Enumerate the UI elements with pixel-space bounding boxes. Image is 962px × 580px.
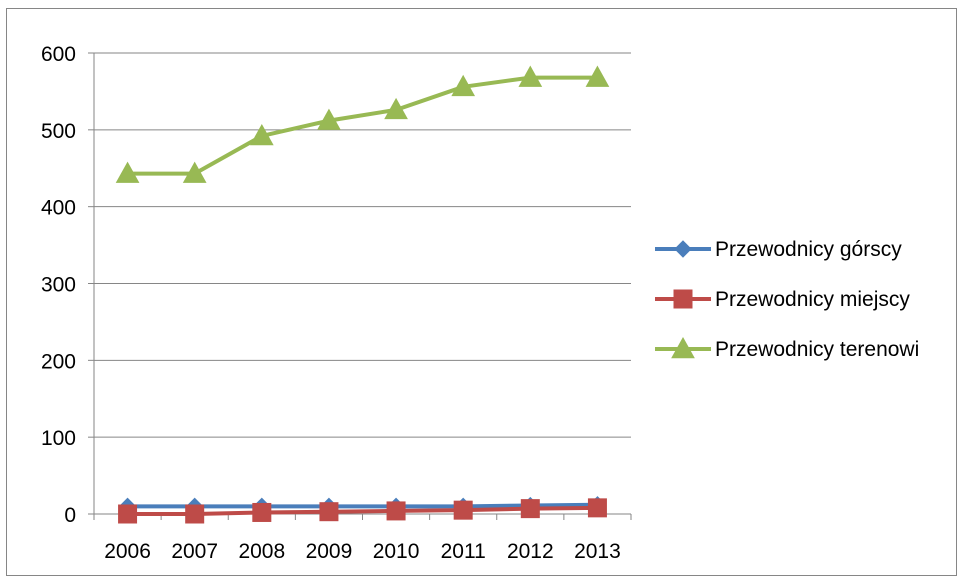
- series-2: [118, 498, 607, 524]
- y-axis: 0 100 200 300 400 500 600: [41, 43, 95, 527]
- series-line: [127, 505, 598, 516]
- x-tick-label: 2012: [507, 540, 554, 563]
- legend-marker: [671, 336, 695, 359]
- x-tick-label: 2008: [238, 540, 285, 563]
- legend: Przewodnicy górscy Przewodnicy miejscy Prz…: [655, 238, 919, 361]
- series-line: [127, 75, 598, 176]
- data-point: [115, 161, 140, 183]
- x-tick-label: 2010: [373, 540, 420, 563]
- gridlines: [94, 52, 631, 515]
- line-chart: 0 100 200 300 400 500 600 2006 2007 2008 2009 2010…: [41, 43, 919, 563]
- legend-entry: Przewodnicy górscy: [655, 238, 902, 261]
- data-point: [319, 502, 339, 522]
- legend-label: Przewodnicy miejscy: [715, 288, 910, 311]
- y-tick-label: 400: [41, 197, 76, 220]
- data-point: [451, 74, 476, 97]
- legend-entry: Przewodnicy terenowi: [655, 336, 919, 361]
- series-line: [127, 502, 598, 509]
- data-point: [249, 123, 274, 146]
- data-point: [252, 502, 272, 522]
- data-point: [520, 499, 540, 519]
- data-point: [317, 108, 341, 130]
- legend-marker: [674, 240, 692, 258]
- x-tick-label: 2006: [104, 540, 151, 563]
- legend-entry: Przewodnicy miejscy: [655, 288, 910, 311]
- data-point: [585, 65, 610, 87]
- x-tick-label: 2013: [574, 540, 621, 563]
- data-point: [453, 500, 473, 520]
- legend-label: Przewodnicy górscy: [715, 238, 902, 261]
- y-tick-label: 100: [41, 427, 76, 450]
- x-tick-label: 2009: [306, 540, 353, 563]
- data-point: [384, 97, 408, 120]
- data-point: [185, 504, 205, 524]
- x-tick-label: 2007: [171, 540, 218, 563]
- legend-marker: [673, 289, 693, 309]
- y-tick-label: 500: [41, 120, 76, 143]
- legend-label: Przewodnicy terenowi: [715, 338, 919, 361]
- y-tick-label: 200: [41, 350, 76, 373]
- y-tick-label: 300: [41, 274, 76, 297]
- x-tick-label: 2011: [441, 540, 486, 563]
- series-3: [115, 65, 610, 183]
- data-point: [182, 161, 207, 183]
- data-point: [587, 498, 607, 518]
- x-axis: 2006 2007 2008 2009 2010 2011 2012 2013: [93, 513, 632, 563]
- data-point: [118, 504, 138, 524]
- y-tick-label: 600: [41, 43, 76, 66]
- data-point: [518, 65, 543, 87]
- chart-frame: 0 100 200 300 400 500 600 2006 2007 2008 2009 2010…: [6, 8, 957, 576]
- data-point: [386, 501, 406, 521]
- y-tick-label: 0: [64, 504, 76, 527]
- series-group: [115, 65, 610, 524]
